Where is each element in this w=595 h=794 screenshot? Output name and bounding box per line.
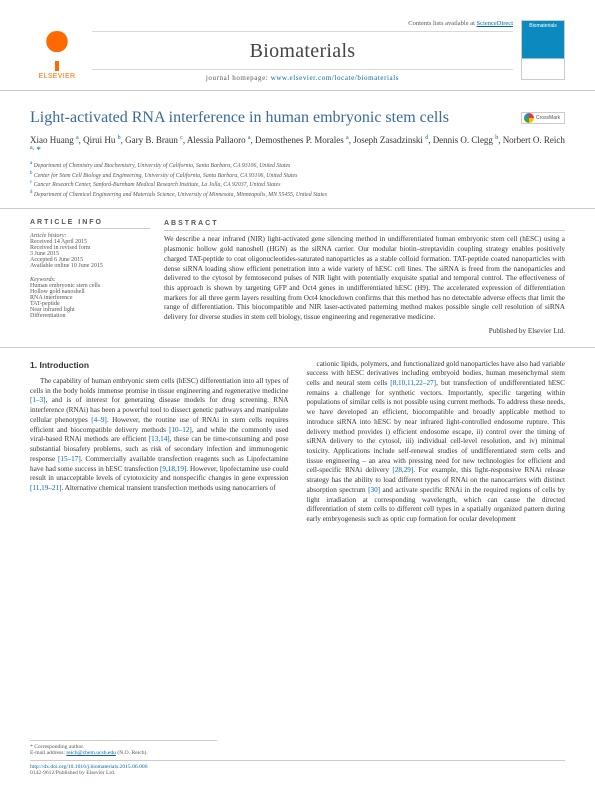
section-title: Introduction: [39, 360, 89, 370]
elsevier-logo[interactable]: ELSEVIER: [30, 20, 84, 80]
journal-home: journal homepage: www.elsevier.com/locat…: [92, 69, 513, 82]
crossmark-icon: [524, 113, 534, 123]
journal-name: Biomaterials: [92, 32, 513, 69]
journal-block: Contents lists available at ScienceDirec…: [84, 20, 521, 82]
article-info-heading: ARTICLE INFO: [30, 219, 150, 229]
history-list: Received 14 April 2015Received in revise…: [30, 239, 150, 269]
sciencedirect-link[interactable]: ScienceDirect: [477, 20, 513, 27]
corresponding-author: * Corresponding author. E-mail address: …: [30, 740, 217, 756]
cover-label: Biomaterials: [529, 23, 557, 29]
journal-header: ELSEVIER Contents lists available at Sci…: [0, 0, 595, 91]
section-heading: 1. Introduction: [30, 360, 289, 371]
corr-email-line: E-mail address: reich@chem.ucsb.edu (N.O…: [30, 750, 217, 756]
elsevier-tree-icon: [39, 31, 75, 71]
email-link[interactable]: reich@chem.ucsb.edu: [66, 750, 116, 756]
section-number: 1.: [30, 360, 37, 370]
author-list: Xiao Huang a, Qirui Hu b, Gary B. Braun …: [0, 131, 595, 161]
home-prefix: journal homepage:: [206, 74, 271, 82]
sciencedirect-line: Contents lists available at ScienceDirec…: [92, 20, 513, 32]
abstract: ABSTRACT We describe a near infrared (NI…: [164, 219, 565, 337]
article-title: Light-activated RNA interference in huma…: [30, 109, 521, 127]
footer: * Corresponding author. E-mail address: …: [30, 740, 565, 776]
copyright: 0142-9612/Published by Elsevier Ltd.: [30, 770, 115, 776]
paragraph: cationic lipids, polymers, and functiona…: [307, 360, 566, 525]
article-info: ARTICLE INFO Article history: Received 1…: [30, 219, 150, 337]
column-right: cationic lipids, polymers, and functiona…: [307, 360, 566, 525]
journal-home-link[interactable]: www.elsevier.com/locate/biomaterials: [271, 74, 399, 82]
keywords-list: Human embryonic stem cellsHollow gold na…: [30, 283, 150, 319]
doi-block: http://dx.doi.org/10.1016/j.biomaterials…: [30, 760, 565, 776]
crossmark-label: CrossMark: [536, 115, 560, 121]
email-who: (N.O. Reich).: [117, 750, 147, 756]
paragraph: The capability of human embryonic stem c…: [30, 377, 289, 494]
abstract-published: Published by Elsevier Ltd.: [164, 327, 565, 337]
contents-prefix: Contents lists available at: [408, 20, 476, 27]
title-row: Light-activated RNA interference in huma…: [0, 91, 595, 131]
affiliations: a Department of Chemistry and Biochemist…: [0, 161, 595, 209]
body-columns: 1. Introduction The capability of human …: [0, 348, 595, 529]
journal-cover-thumb[interactable]: Biomaterials: [521, 20, 565, 80]
column-left: 1. Introduction The capability of human …: [30, 360, 289, 525]
info-abstract-row: ARTICLE INFO Article history: Received 1…: [0, 209, 595, 348]
email-label: E-mail address:: [30, 750, 66, 756]
abstract-text: We describe a near infrared (NIR) light-…: [164, 235, 565, 322]
crossmark-badge[interactable]: CrossMark: [521, 112, 565, 124]
abstract-heading: ABSTRACT: [164, 219, 565, 231]
elsevier-label: ELSEVIER: [39, 73, 76, 80]
